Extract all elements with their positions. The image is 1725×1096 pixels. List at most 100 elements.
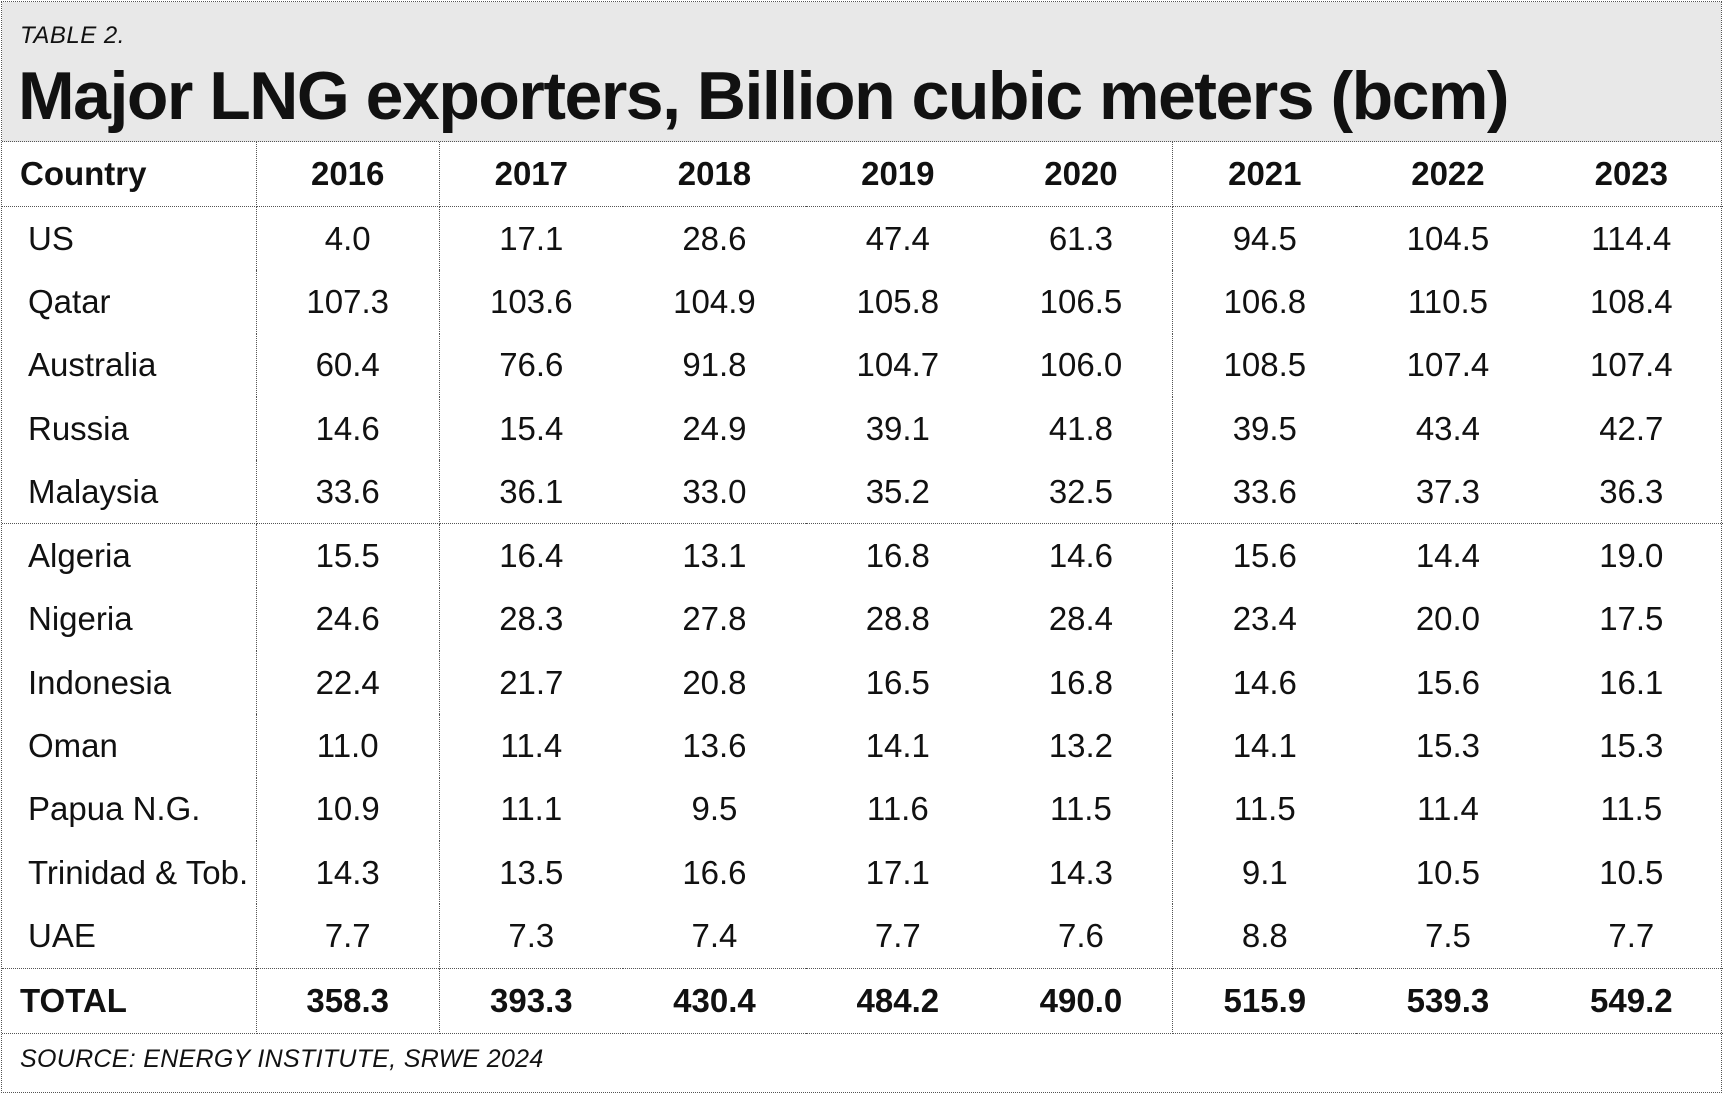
- value-cell: 105.8: [856, 282, 940, 320]
- table-row: Nigeria 24.6 28.3 27.8 28.8 28.4 23.4 20.0 17.5: [2, 587, 1723, 652]
- country-cell: Nigeria: [2, 587, 257, 652]
- column-header-year: 2022: [1356, 142, 1540, 207]
- value-cell: 11.0: [256, 714, 440, 778]
- page-title: Major LNG exporters, Billion cubic meter…: [18, 58, 1510, 134]
- value-cell: 27.8: [682, 600, 747, 638]
- value-cell: 7.6: [989, 904, 1174, 969]
- value-cell: 15.6: [1415, 663, 1481, 701]
- total-value: 393.3: [439, 967, 623, 1034]
- value-cell: 91.8: [682, 346, 747, 384]
- value-cell: 14.4: [1415, 537, 1481, 575]
- total-value: 539.3: [1356, 967, 1540, 1034]
- value-cell: 11.4: [500, 727, 563, 765]
- country-cell: Trinidad & Tob.: [2, 840, 257, 905]
- value-cell: 4.0: [256, 206, 440, 271]
- table-label: TABLE 2.: [20, 22, 125, 49]
- table-body: US 4.0 17.1 28.6 47.4 61.3 94.5 104.5 114.4 Qatar…: [2, 206, 1723, 969]
- table-row: Malaysia 33.6 36.1 33.0 35.2 32.5 33.6 37.3 36.3: [2, 460, 1723, 525]
- value-cell: 42.7: [1599, 409, 1664, 447]
- value-cell: 36.1: [439, 460, 623, 525]
- country-cell: Indonesia: [2, 651, 257, 715]
- country-cell: Australia: [2, 333, 257, 397]
- value-cell: 28.8: [865, 600, 930, 638]
- total-value: 549.2: [1539, 967, 1723, 1034]
- value-cell: 16.6: [682, 853, 747, 891]
- column-header-country: Country: [2, 142, 257, 207]
- table-row: Algeria 15.5 16.4 13.1 16.8 14.6 15.6 14.4 19.0: [2, 523, 1723, 588]
- value-cell: 7.7: [1608, 916, 1655, 954]
- value-cell: 10.5: [1415, 853, 1481, 891]
- value-cell: 11.6: [866, 790, 929, 828]
- value-cell: 108.4: [1590, 282, 1673, 320]
- value-cell: 7.4: [691, 916, 738, 954]
- value-cell: 15.4: [499, 409, 564, 447]
- value-cell: 20.0: [1415, 600, 1481, 638]
- value-cell: 20.8: [682, 663, 747, 701]
- value-cell: 14.1: [1232, 727, 1297, 765]
- country-cell: Oman: [2, 714, 257, 778]
- value-cell: 16.8: [865, 537, 930, 575]
- country-cell: Algeria: [2, 523, 257, 588]
- value-cell: 19.0: [1599, 537, 1664, 575]
- value-cell: 104.5: [1406, 219, 1490, 257]
- country-cell: US: [2, 206, 257, 271]
- value-cell: 22.4: [256, 651, 440, 715]
- total-value: 358.3: [256, 967, 440, 1034]
- table-row: Oman 11.0 11.4 13.6 14.1 13.2 14.1 15.3 15.3: [2, 714, 1723, 778]
- column-header-year: 2019: [806, 142, 990, 207]
- value-cell: 14.6: [989, 523, 1174, 588]
- total-label: TOTAL: [2, 967, 257, 1034]
- column-header-year: 2020: [989, 142, 1174, 207]
- data-table: Country 2016 2017 2018 2019 2020 2021 2022 2023 …: [2, 142, 1723, 1034]
- value-cell: 15.3: [1599, 727, 1664, 765]
- country-cell: Qatar: [2, 270, 257, 334]
- value-cell: 106.0: [989, 333, 1174, 397]
- value-cell: 14.3: [989, 840, 1174, 905]
- value-cell: 104.7: [856, 346, 940, 384]
- value-cell: 11.5: [989, 777, 1174, 841]
- total-value: 515.9: [1172, 967, 1357, 1034]
- value-cell: 9.1: [1241, 853, 1288, 891]
- value-cell: 14.6: [256, 396, 440, 461]
- value-cell: 16.1: [1599, 663, 1664, 701]
- value-cell: 43.4: [1415, 409, 1481, 447]
- value-cell: 33.6: [256, 460, 440, 525]
- value-cell: 16.4: [499, 537, 564, 575]
- column-header-year: 2017: [439, 142, 623, 207]
- total-value: 490.0: [989, 967, 1174, 1034]
- value-cell: 33.6: [1172, 460, 1357, 525]
- value-cell: 13.6: [682, 727, 747, 765]
- value-cell: 17.5: [1599, 600, 1664, 638]
- value-cell: 94.5: [1232, 219, 1297, 257]
- value-cell: 106.8: [1223, 282, 1307, 320]
- value-cell: 14.3: [256, 840, 440, 905]
- value-cell: 9.5: [691, 790, 738, 828]
- total-value: 430.4: [622, 967, 807, 1034]
- value-cell: 13.5: [499, 853, 564, 891]
- value-cell: 76.6: [499, 346, 564, 384]
- value-cell: 60.4: [256, 333, 440, 397]
- value-cell: 103.6: [490, 282, 573, 320]
- value-cell: 28.3: [499, 600, 564, 638]
- value-cell: 28.4: [989, 587, 1174, 652]
- value-cell: 110.5: [1407, 282, 1488, 320]
- table-row: Australia 60.4 76.6 91.8 104.7 106.0 108.5 107.…: [2, 333, 1723, 397]
- value-cell: 16.5: [865, 663, 930, 701]
- table-row: UAE 7.7 7.3 7.4 7.7 7.6 8.8 7.5 7.7: [2, 904, 1723, 969]
- value-cell: 33.0: [622, 460, 807, 525]
- value-cell: 39.1: [865, 409, 930, 447]
- header: TABLE 2. Major LNG exporters, Billion cu…: [2, 2, 1721, 142]
- value-cell: 16.8: [989, 651, 1174, 715]
- value-cell: 21.7: [499, 663, 564, 701]
- value-cell: 104.9: [673, 282, 756, 320]
- value-cell: 14.1: [865, 727, 930, 765]
- value-cell: 24.9: [682, 409, 747, 447]
- value-cell: 10.9: [256, 777, 440, 841]
- value-cell: 7.7: [874, 916, 921, 954]
- value-cell: 13.1: [682, 537, 747, 575]
- value-cell: 11.5: [1233, 790, 1296, 828]
- value-cell: 36.3: [1539, 460, 1723, 525]
- country-cell: UAE: [2, 904, 257, 969]
- value-cell: 114.4: [1591, 219, 1672, 257]
